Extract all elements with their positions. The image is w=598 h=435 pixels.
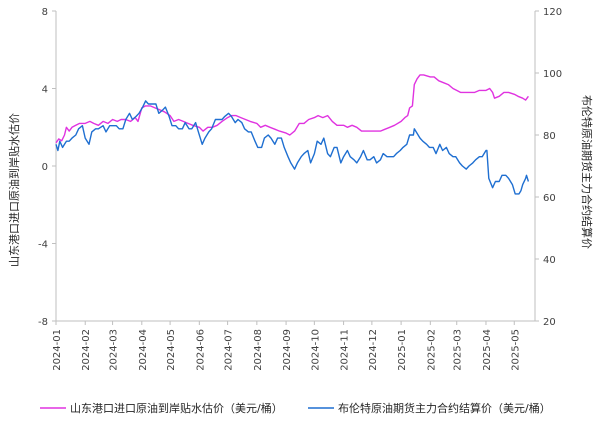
x-tick-label: 2024-10 xyxy=(310,329,321,371)
right-tick-label: 40 xyxy=(543,255,556,266)
x-tick-label: 2024-07 xyxy=(224,329,235,371)
right-tick-label: 60 xyxy=(543,193,556,204)
right-tick-label: 100 xyxy=(543,69,562,80)
x-tick-label: 2025-05 xyxy=(510,329,521,371)
x-tick-label: 2024-08 xyxy=(253,329,264,371)
legend-label-series-1: 山东港口进口原油到岸贴水估价（美元/桶） xyxy=(70,401,283,415)
series-lines xyxy=(55,74,530,195)
series-line-2 xyxy=(55,100,530,195)
left-axis-title: 山东港口进口原油到岸贴水估价 xyxy=(7,113,21,267)
right-tick-label: 80 xyxy=(543,131,556,142)
left-tick-label: -8 xyxy=(38,317,48,328)
x-tick-label: 2024-05 xyxy=(166,329,177,371)
x-tick-label: 2025-04 xyxy=(482,329,493,371)
right-tick-label: 20 xyxy=(543,317,556,328)
x-tick-label: 2024-09 xyxy=(282,329,293,371)
x-tick-label: 2024-03 xyxy=(109,329,120,371)
x-tick-label: 2025-01 xyxy=(397,329,408,371)
left-y-axis: -8 -4 0 4 8 xyxy=(38,7,56,328)
x-axis: 2024-01 2024-02 2024-03 2024-04 2024-05 2024-… xyxy=(52,321,521,371)
legend: 山东港口进口原油到岸贴水估价（美元/桶） 布伦特原油期货主力合约结算价（美元/桶… xyxy=(40,401,551,415)
left-tick-label: 4 xyxy=(42,85,48,96)
x-tick-label: 2024-02 xyxy=(81,329,92,371)
right-tick-label: 120 xyxy=(543,7,562,18)
x-tick-label: 2024-11 xyxy=(340,329,351,371)
x-tick-label: 2025-02 xyxy=(426,329,437,371)
x-tick-label: 2025-03 xyxy=(453,329,464,371)
x-tick-label: 2024-06 xyxy=(195,329,206,371)
right-y-axis: 20 40 60 80 100 120 xyxy=(535,7,562,328)
left-tick-label: 0 xyxy=(42,162,48,173)
x-tick-label: 2024-04 xyxy=(138,329,149,371)
series-line-1 xyxy=(55,74,529,144)
x-tick-label: 2024-12 xyxy=(368,329,379,371)
left-tick-label: 8 xyxy=(42,7,48,18)
left-tick-label: -4 xyxy=(38,240,48,251)
right-axis-title: 布伦特原油期货主力合约结算价 xyxy=(580,95,594,249)
x-tick-label: 2024-01 xyxy=(52,329,63,371)
legend-label-series-2: 布伦特原油期货主力合约结算价（美元/桶） xyxy=(338,401,551,415)
